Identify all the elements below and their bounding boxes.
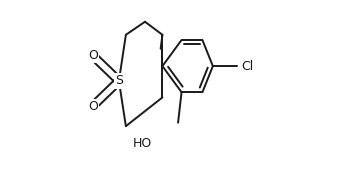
Text: S: S (115, 74, 123, 87)
Text: O: O (88, 49, 98, 62)
Text: O: O (88, 100, 98, 113)
Text: HO: HO (133, 137, 152, 150)
Text: Cl: Cl (242, 60, 254, 73)
